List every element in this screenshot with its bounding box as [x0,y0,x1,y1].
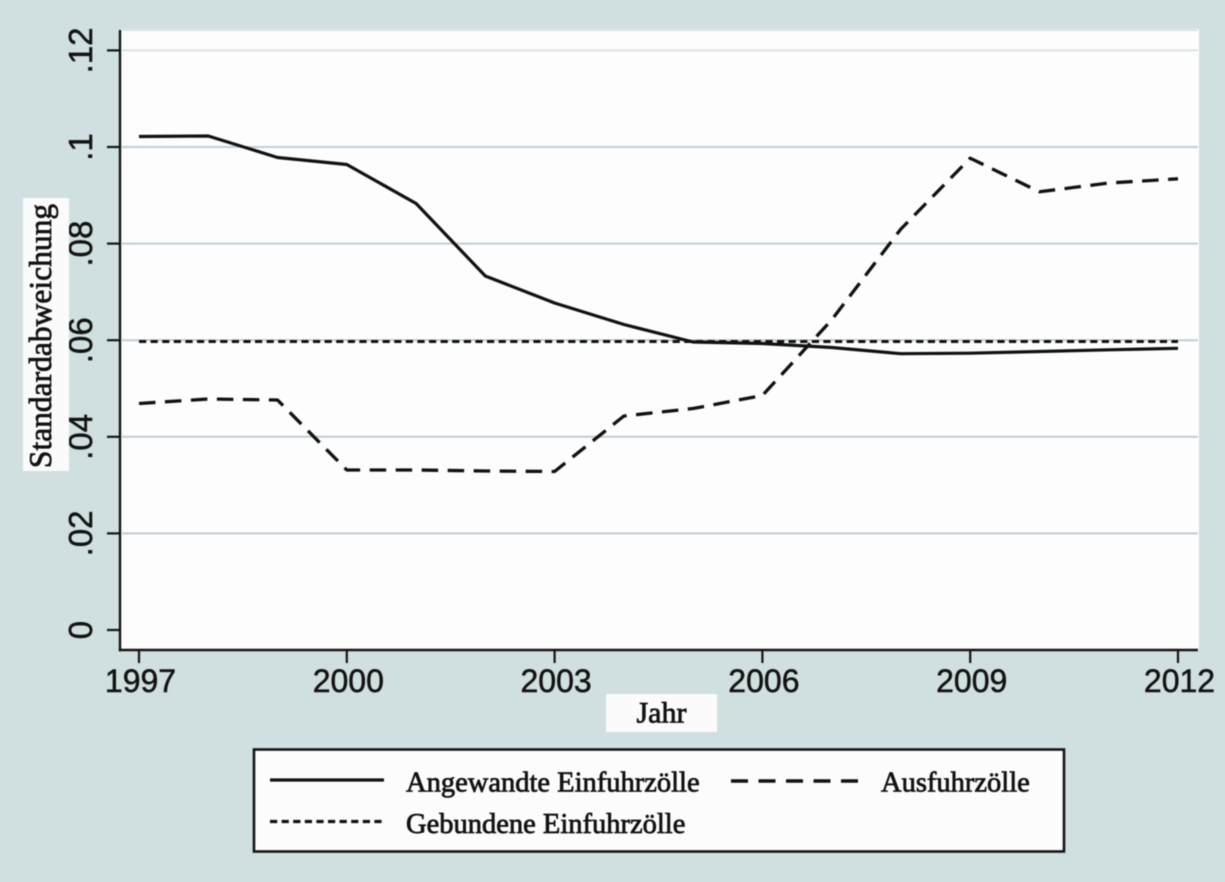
svg-text:2003: 2003 [521,663,592,699]
svg-text:Gebundene Einfuhrzölle: Gebundene Einfuhrzölle [406,809,685,840]
svg-text:0: 0 [62,621,99,639]
svg-text:2006: 2006 [728,663,799,699]
svg-text:Angewandte Einfuhrzölle: Angewandte Einfuhrzölle [406,768,700,799]
svg-text:Ausfuhrzölle: Ausfuhrzölle [881,768,1030,799]
svg-text:1997: 1997 [105,663,176,699]
svg-text:.1: .1 [62,133,99,161]
svg-text:.12: .12 [62,27,99,73]
svg-text:Jahr: Jahr [637,697,687,730]
svg-text:.02: .02 [62,510,99,556]
svg-text:2012: 2012 [1144,663,1215,699]
svg-text:2000: 2000 [313,663,384,699]
svg-text:Standardabweichung: Standardabweichung [23,204,58,468]
svg-text:2009: 2009 [936,663,1007,699]
